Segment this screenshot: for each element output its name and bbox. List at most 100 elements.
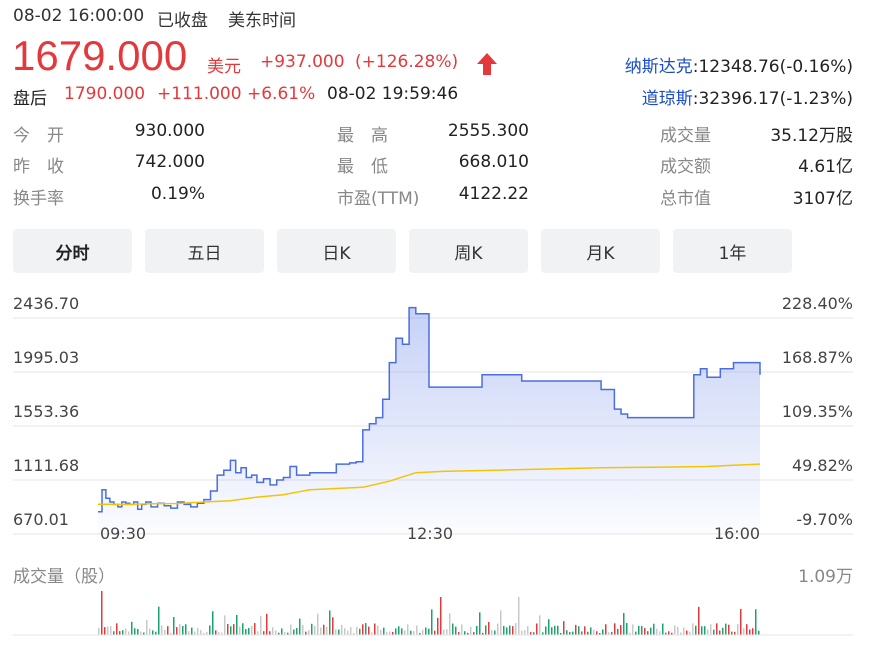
volume-bar (146, 619, 148, 635)
volume-bar (125, 628, 127, 635)
price-chart[interactable]: 2436.70 228.40% 1995.03 168.87% 1553.36 109.3… (0, 280, 880, 550)
volume-bar (695, 625, 697, 635)
volume-bar (368, 626, 370, 635)
volume-bar (491, 630, 493, 635)
volume-bar (350, 627, 352, 635)
volume-bar (728, 624, 730, 635)
volume-bar (635, 631, 637, 635)
index-dow[interactable]: 道琼斯:32396.17(-1.23%) (642, 84, 853, 109)
volume-bar (689, 631, 691, 635)
volume-bar (590, 627, 592, 635)
volume-bar (305, 631, 307, 635)
volume-bar (740, 608, 742, 635)
volume-bar (566, 630, 568, 635)
volume-bar (488, 621, 490, 635)
volume-bar (245, 629, 247, 635)
volume-bar (755, 609, 757, 635)
volume-bar (506, 627, 508, 635)
volume-bar (242, 623, 244, 635)
y-right-tick: -9.70% (796, 510, 853, 529)
volume-bar (239, 626, 241, 635)
index-dow-name[interactable]: 道琼斯 (641, 89, 693, 109)
volume-bar (404, 630, 406, 635)
tab-weekly-k[interactable]: 周K (409, 229, 528, 273)
volume-bar (500, 610, 502, 635)
tab-intraday[interactable]: 分时 (13, 229, 132, 273)
tab-daily-k[interactable]: 日K (277, 229, 396, 273)
stat-open-value: 930.000 (134, 121, 205, 141)
volume-bar (707, 629, 709, 635)
volume-bar (611, 631, 613, 635)
stat-turnover-value: 0.19% (150, 184, 205, 204)
volume-bar (131, 621, 133, 635)
volume-bar (398, 626, 400, 635)
volume-bar (338, 629, 340, 635)
volume-bar (584, 626, 586, 635)
market-status: 已收盘 (157, 11, 208, 31)
volume-bar (302, 624, 304, 635)
volume-bar (362, 624, 364, 635)
tab-1year[interactable]: 1年 (673, 229, 792, 273)
stat-volume-value: 35.12万股 (770, 126, 853, 146)
volume-bar (293, 629, 295, 635)
volume-bar (533, 632, 535, 635)
volume-bar (422, 629, 424, 635)
volume-bar (731, 631, 733, 635)
afterhours-change-pct: +6.61% (247, 84, 316, 104)
volume-bar (278, 632, 280, 635)
volume-bar (392, 631, 394, 635)
volume-bar (668, 631, 670, 635)
volume-bar (656, 628, 658, 635)
volume-bar (758, 630, 760, 635)
volume-bar (524, 630, 526, 635)
y-right-tick: 228.40% (782, 294, 853, 313)
volume-bar (257, 631, 259, 635)
volume-bar (632, 624, 634, 635)
volume-bar (665, 632, 667, 635)
volume-bar (467, 632, 469, 635)
volume-bar (413, 630, 415, 635)
volume-bar (233, 624, 235, 635)
volume-bar (401, 628, 403, 635)
volume-bar (578, 626, 580, 635)
volume-bar (389, 631, 391, 635)
stat-volume-label: 成交量 (660, 126, 711, 146)
volume-chart (13, 591, 853, 636)
y-right-tick: 109.35% (782, 402, 853, 421)
y-left-tick: 2436.70 (13, 294, 79, 313)
volume-bar (614, 623, 616, 635)
volume-bar (677, 626, 679, 635)
volume-bar (419, 632, 421, 635)
volume-bar (167, 626, 169, 635)
afterhours-label: 盘后 (13, 89, 47, 109)
volume-bar (548, 619, 550, 635)
volume-bar (332, 617, 334, 635)
y-right-tick: 168.87% (782, 348, 853, 367)
volume-bar (203, 632, 205, 635)
volume-bar (212, 611, 214, 635)
index-nasdaq-name[interactable]: 纳斯达克 (624, 57, 693, 77)
volume-bar (197, 628, 199, 635)
volume-bar (521, 630, 523, 635)
volume-bar (722, 627, 724, 635)
tab-monthly-k[interactable]: 月K (541, 229, 660, 273)
volume-bar (572, 631, 574, 635)
volume-bar (194, 631, 196, 635)
volume-bar (509, 625, 511, 635)
volume-bar (341, 624, 343, 635)
volume-max-label: 1.09万 (798, 567, 853, 587)
timezone-label: 美东时间 (228, 11, 296, 31)
index-nasdaq[interactable]: 纳斯达克:12348.76(-0.16%) (625, 52, 853, 77)
volume-bar (308, 630, 310, 635)
volume-bar (662, 623, 664, 635)
volume-bar (371, 632, 373, 635)
index-dow-value: :32396.17(-1.23%) (692, 89, 853, 109)
volume-bar (143, 632, 145, 635)
volume-bar (743, 628, 745, 635)
volume-bar (320, 627, 322, 635)
stat-amount-label: 成交额 (660, 157, 711, 177)
price-change: +937.000 (260, 52, 345, 72)
tab-5day[interactable]: 五日 (145, 229, 264, 273)
volume-bar (512, 626, 514, 635)
volume-bar (179, 624, 181, 635)
